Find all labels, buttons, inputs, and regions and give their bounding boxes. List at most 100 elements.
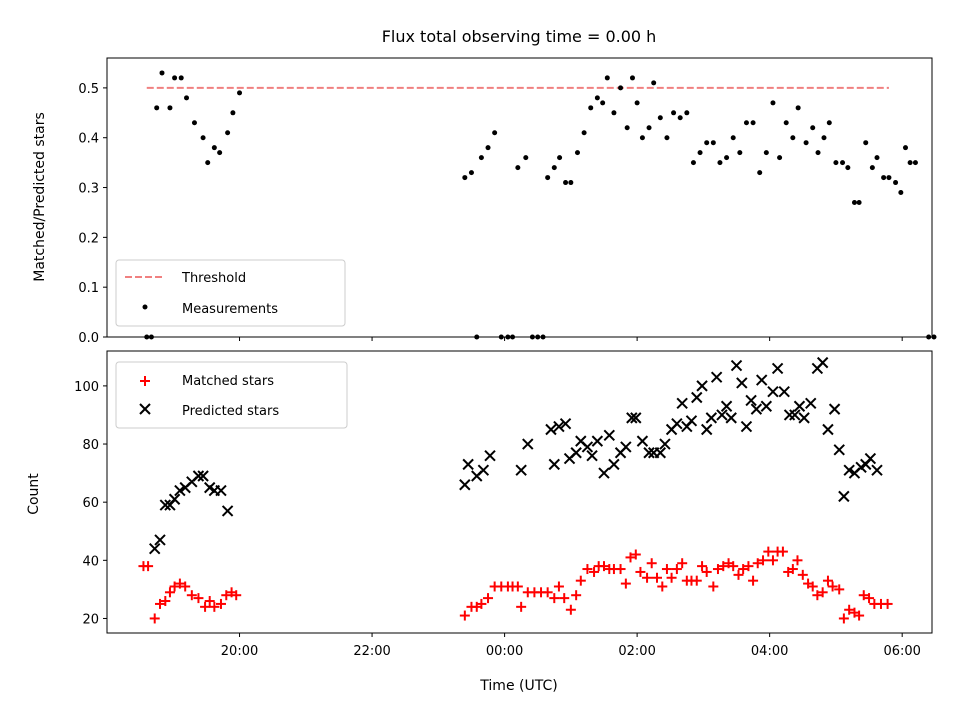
measurement-point [167, 105, 173, 111]
predicted-star-point [805, 397, 817, 410]
measurement-point [863, 140, 869, 146]
measurement-point [690, 160, 696, 166]
measurement-point [898, 190, 904, 196]
matched-star-point [200, 601, 211, 612]
matched-star-point [542, 587, 553, 598]
measurement-point [217, 150, 223, 156]
matched-star-point [642, 572, 653, 583]
matched-star-point [204, 596, 215, 607]
predicted-star-point [828, 403, 841, 415]
top-legend-threshold-label: Threshold [181, 271, 246, 286]
measurement-point [468, 170, 474, 176]
measurement-point [697, 150, 703, 156]
matched-star-point [677, 558, 688, 569]
predicted-star-point [716, 409, 728, 421]
top-legend: Threshold Measurements [115, 259, 346, 327]
matched-star-point [718, 561, 729, 572]
matched-star-point [763, 546, 774, 557]
bottom-legend-matched-label: Matched stars [182, 374, 274, 389]
matched-star-point [752, 558, 763, 569]
matched-star-point [180, 581, 191, 592]
bottom-y-tick-label: 60 [82, 496, 99, 511]
bottom-legend-box [115, 361, 348, 429]
matched-star-point [582, 564, 593, 575]
matched-star-point [743, 561, 754, 572]
top-legend-box [115, 259, 346, 327]
predicted-star-point [696, 380, 708, 392]
bottom-legend-predicted-swatch [139, 403, 151, 415]
predicted-star-point [705, 412, 718, 424]
measurement-point [795, 105, 801, 111]
predicted-star-point [730, 359, 743, 372]
matched-star-point [733, 569, 744, 580]
bottom-y-axis-label: Count [26, 473, 42, 515]
measurement-point [840, 160, 846, 166]
predicted-star-point [671, 417, 683, 430]
measurement-point [902, 145, 908, 151]
measurement-point [523, 155, 529, 161]
matched-star-point [807, 581, 818, 592]
x-axis-label: Time (UTC) [479, 678, 557, 694]
predicted-star-point [816, 356, 829, 369]
measurement-point [845, 165, 851, 171]
top-y-tick-label: 0.1 [78, 281, 99, 296]
measurement-point [907, 160, 913, 166]
measurement-point [730, 135, 736, 141]
matched-star-point [559, 593, 570, 604]
bottom-y-tick-label: 100 [74, 380, 99, 395]
measurement-point [810, 125, 816, 131]
measurement-point [664, 135, 670, 141]
bottom-axes-frame [106, 350, 933, 634]
measurement-point [881, 175, 887, 181]
matched-star-point [697, 561, 708, 572]
predicted-star-point [192, 470, 205, 482]
predicted-star-point [570, 447, 582, 459]
matched-star-point [231, 590, 242, 601]
matched-star-point [635, 566, 646, 577]
top-y-tick-label: 0.5 [78, 82, 99, 97]
predicted-star-point [221, 505, 234, 517]
x-tick-label: 04:00 [751, 644, 788, 659]
measurement-point [815, 150, 821, 156]
x-tick-label: 02:00 [618, 644, 655, 659]
matched-star-point [512, 581, 523, 592]
measurement-point [724, 155, 730, 161]
measurement-point [588, 105, 594, 111]
measurement-point [821, 135, 827, 141]
top-y-tick-label: 0.2 [78, 231, 99, 246]
predicted-star-point [736, 377, 748, 389]
top-chart-title: Flux total observing time = 0.00 h [382, 27, 657, 46]
predicted-star-point [620, 441, 632, 453]
measurement-point [191, 120, 197, 126]
measurement-point [777, 155, 783, 161]
measurement-point [184, 95, 190, 101]
measurement-point [737, 150, 743, 156]
x-tick-label: 06:00 [883, 644, 920, 659]
predicted-star-point [462, 458, 474, 471]
matched-star-point [193, 593, 204, 604]
measurement-point [770, 100, 776, 106]
predicted-star-point [515, 464, 527, 476]
measurement-point [594, 95, 600, 101]
matched-star-point [728, 561, 739, 572]
x-tick-label: 20:00 [221, 644, 258, 659]
matched-star-point [657, 581, 668, 592]
matched-star-point [666, 572, 677, 583]
predicted-star-point [755, 374, 768, 386]
matched-star-point [844, 604, 855, 615]
x-tick-label: 22:00 [353, 644, 390, 659]
measurement-point [646, 125, 652, 131]
measurement-point [551, 165, 557, 171]
matched-star-point [169, 581, 180, 592]
measurement-point [651, 80, 657, 86]
measurement-point [485, 145, 491, 151]
predicted-star-point [793, 400, 806, 412]
predicted-star-point [685, 415, 698, 427]
matched-star-point [571, 590, 582, 601]
measurement-point [717, 160, 723, 166]
matched-star-point [143, 561, 154, 572]
matched-star-point [712, 564, 723, 575]
measurement-point [704, 140, 710, 146]
predicted-star-point [822, 423, 834, 436]
matched-star-point [174, 578, 185, 589]
